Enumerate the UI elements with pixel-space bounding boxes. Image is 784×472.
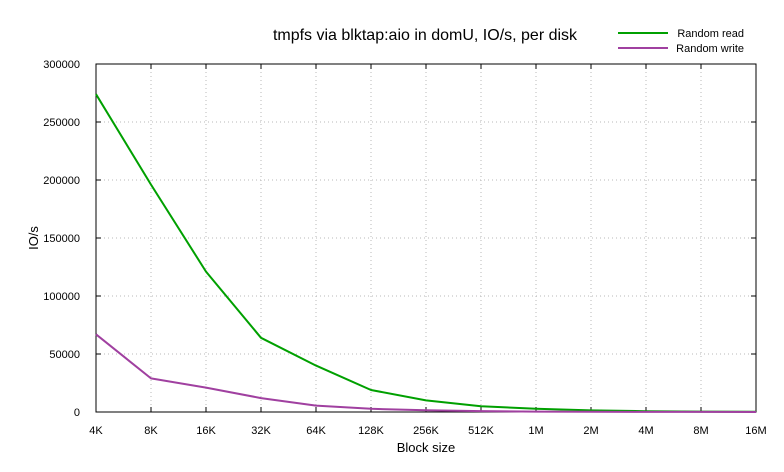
y-tick-label: 150000 bbox=[43, 233, 80, 245]
y-tick-label: 300000 bbox=[43, 59, 80, 71]
y-tick-label: 200000 bbox=[43, 175, 80, 187]
x-tick-label: 64K bbox=[306, 425, 326, 437]
y-tick-label: 250000 bbox=[43, 117, 80, 129]
x-axis-label: Block size bbox=[397, 440, 456, 455]
y-axis-label: IO/s bbox=[26, 226, 41, 250]
x-tick-label: 256K bbox=[413, 425, 439, 437]
x-tick-label: 2M bbox=[583, 425, 598, 437]
legend-label-random-read: Random read bbox=[677, 28, 744, 40]
x-tick-label: 128K bbox=[358, 425, 384, 437]
chart-title: tmpfs via blktap:aio in domU, IO/s, per … bbox=[273, 27, 578, 44]
x-tick-label: 4K bbox=[89, 425, 103, 437]
y-tick-label: 50000 bbox=[49, 349, 80, 361]
legend-label-random-write: Random write bbox=[676, 43, 744, 55]
x-tick-label: 16K bbox=[196, 425, 216, 437]
x-tick-label: 4M bbox=[638, 425, 653, 437]
legend: Random read Random write bbox=[618, 28, 744, 55]
axis-ticks: 4K 8K 16K 32K 64K 128K 256K 512K 1M 2M 4M 8M 16M 0 500… bbox=[43, 59, 766, 437]
series-lines bbox=[95, 93, 757, 413]
y-tick-label: 0 bbox=[74, 407, 80, 419]
x-tick-label: 8K bbox=[144, 425, 158, 437]
x-tick-label: 16M bbox=[745, 425, 766, 437]
x-tick-label: 8M bbox=[693, 425, 708, 437]
x-tick-label: 1M bbox=[528, 425, 543, 437]
series-line-random-write bbox=[95, 333, 757, 413]
x-tick-label: 32K bbox=[251, 425, 271, 437]
y-tick-label: 100000 bbox=[43, 291, 80, 303]
x-tick-label: 512K bbox=[468, 425, 494, 437]
grid bbox=[96, 64, 756, 412]
